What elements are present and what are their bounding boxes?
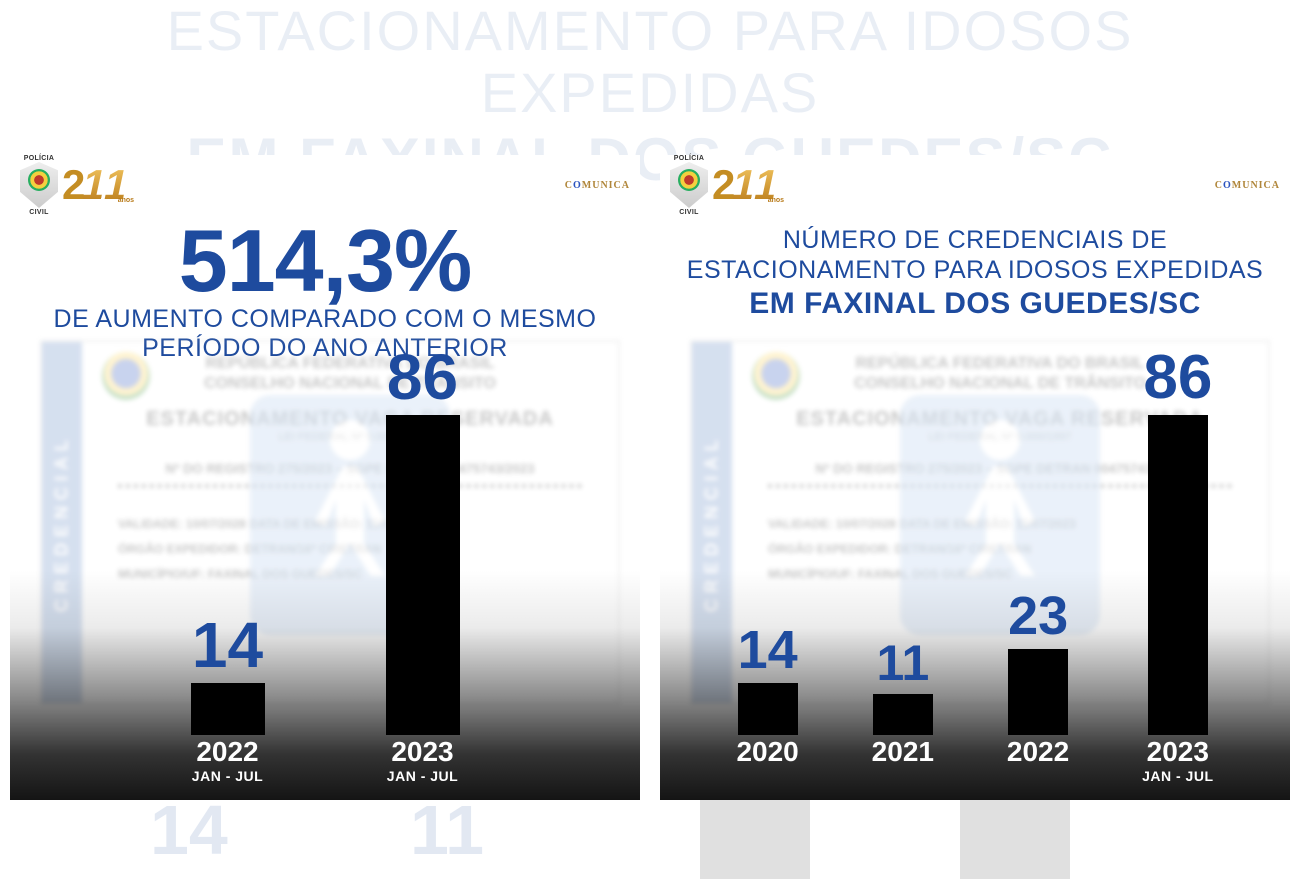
bar-value-r0: 14 xyxy=(738,623,798,677)
badge-label-top-r: POLÍCIA xyxy=(670,155,708,162)
bar-col-r1: 11 xyxy=(873,638,933,735)
ghost-bars: 14 11 xyxy=(0,800,1300,879)
ghost-num-1: 11 xyxy=(410,790,484,870)
bar-0 xyxy=(191,683,265,735)
year-r1: 2021 xyxy=(872,738,934,784)
comunica-logo-r: COMUNICA xyxy=(1215,180,1280,191)
badge-label-bottom-r: CIVIL xyxy=(670,209,708,216)
ghost-bar-2 xyxy=(700,800,810,879)
bar-value-r1: 11 xyxy=(876,638,929,688)
bar-r2 xyxy=(1008,649,1068,735)
bar-1 xyxy=(386,415,460,735)
year-row-right: 2020 2021 2022 2023 JAN - JUL xyxy=(660,738,1290,784)
bar-col-0: 14 xyxy=(191,613,265,735)
anniv-suffix: anos xyxy=(118,197,134,204)
bar-col-r2: 23 xyxy=(1008,589,1068,735)
bar-value-r2: 23 xyxy=(1008,589,1068,643)
year-r0: 2020 xyxy=(736,738,798,784)
chart-right: 14 11 23 86 2020 xyxy=(660,380,1290,800)
anniv-suffix-r: anos xyxy=(768,197,784,204)
logo-row-right: POLÍCIA CIVIL 211 anos COMUNICA xyxy=(670,155,1280,215)
left-logos: POLÍCIA CIVIL 211 anos xyxy=(20,154,126,216)
right-titles: NÚMERO DE CREDENCIAIS DE ESTACIONAMENTO … xyxy=(660,225,1290,321)
title-line3: EM FAXINAL DOS GUEDES/SC xyxy=(660,287,1290,321)
shield-icon-r xyxy=(670,162,708,208)
bar-col-r3: 86 xyxy=(1143,347,1212,735)
logo-row-left: POLÍCIA CIVIL 211 anos COMUNICA xyxy=(20,155,630,215)
year-r2: 2022 xyxy=(1007,738,1069,784)
year-row-left: 2022 JAN - JUL 2023 JAN - JUL xyxy=(10,738,640,784)
comunica-logo: COMUNICA xyxy=(565,180,630,191)
shield-icon xyxy=(20,162,58,208)
bar-col-r0: 14 xyxy=(738,623,798,735)
year-r3: 2023 JAN - JUL xyxy=(1142,738,1213,784)
percent-headline: 514,3% xyxy=(10,210,640,312)
left-logos-r: POLÍCIA CIVIL 211 anos xyxy=(670,154,776,216)
police-badge-r: POLÍCIA CIVIL xyxy=(670,154,708,216)
bars-right: 14 11 23 86 xyxy=(660,415,1290,735)
bar-col-1: 86 xyxy=(386,345,460,735)
badge-label-top: POLÍCIA xyxy=(20,155,58,162)
panels-row: POLÍCIA CIVIL 211 anos COMUNICA 514,3% D… xyxy=(0,155,1300,800)
panel-left: POLÍCIA CIVIL 211 anos COMUNICA 514,3% D… xyxy=(10,155,640,800)
panel-right: POLÍCIA CIVIL 211 anos COMUNICA NÚMERO D… xyxy=(660,155,1290,800)
bar-value-1: 86 xyxy=(387,345,458,409)
bar-value-0: 14 xyxy=(192,613,263,677)
anniversary-logo-r: 211 anos xyxy=(712,164,776,206)
chart-left: 14 86 2022 JAN - JUL 2023 JAN - JUL xyxy=(10,380,640,800)
bar-r0 xyxy=(738,683,798,735)
ghost-bar-3 xyxy=(960,800,1070,879)
year-0: 2022 JAN - JUL xyxy=(192,738,263,784)
bar-r1 xyxy=(873,694,933,735)
ghost-line1: ESTACIONAMENTO PARA IDOSOS EXPEDIDAS xyxy=(0,0,1300,123)
anniversary-logo: 211 anos xyxy=(62,164,126,206)
bar-r3 xyxy=(1148,415,1208,735)
year-1: 2023 JAN - JUL xyxy=(387,738,458,784)
subhead-line1: DE AUMENTO COMPARADO COM O MESMO xyxy=(54,305,597,333)
police-badge: POLÍCIA CIVIL xyxy=(20,154,58,216)
comunica-text: MUNICA xyxy=(582,180,630,191)
bars-left: 14 86 xyxy=(10,415,640,735)
percent-value: 514,3% xyxy=(179,211,471,310)
bar-value-r3: 86 xyxy=(1143,347,1212,409)
ghost-num-0: 14 xyxy=(150,790,228,870)
title-line1: NÚMERO DE CREDENCIAIS DE ESTACIONAMENTO … xyxy=(660,225,1290,285)
